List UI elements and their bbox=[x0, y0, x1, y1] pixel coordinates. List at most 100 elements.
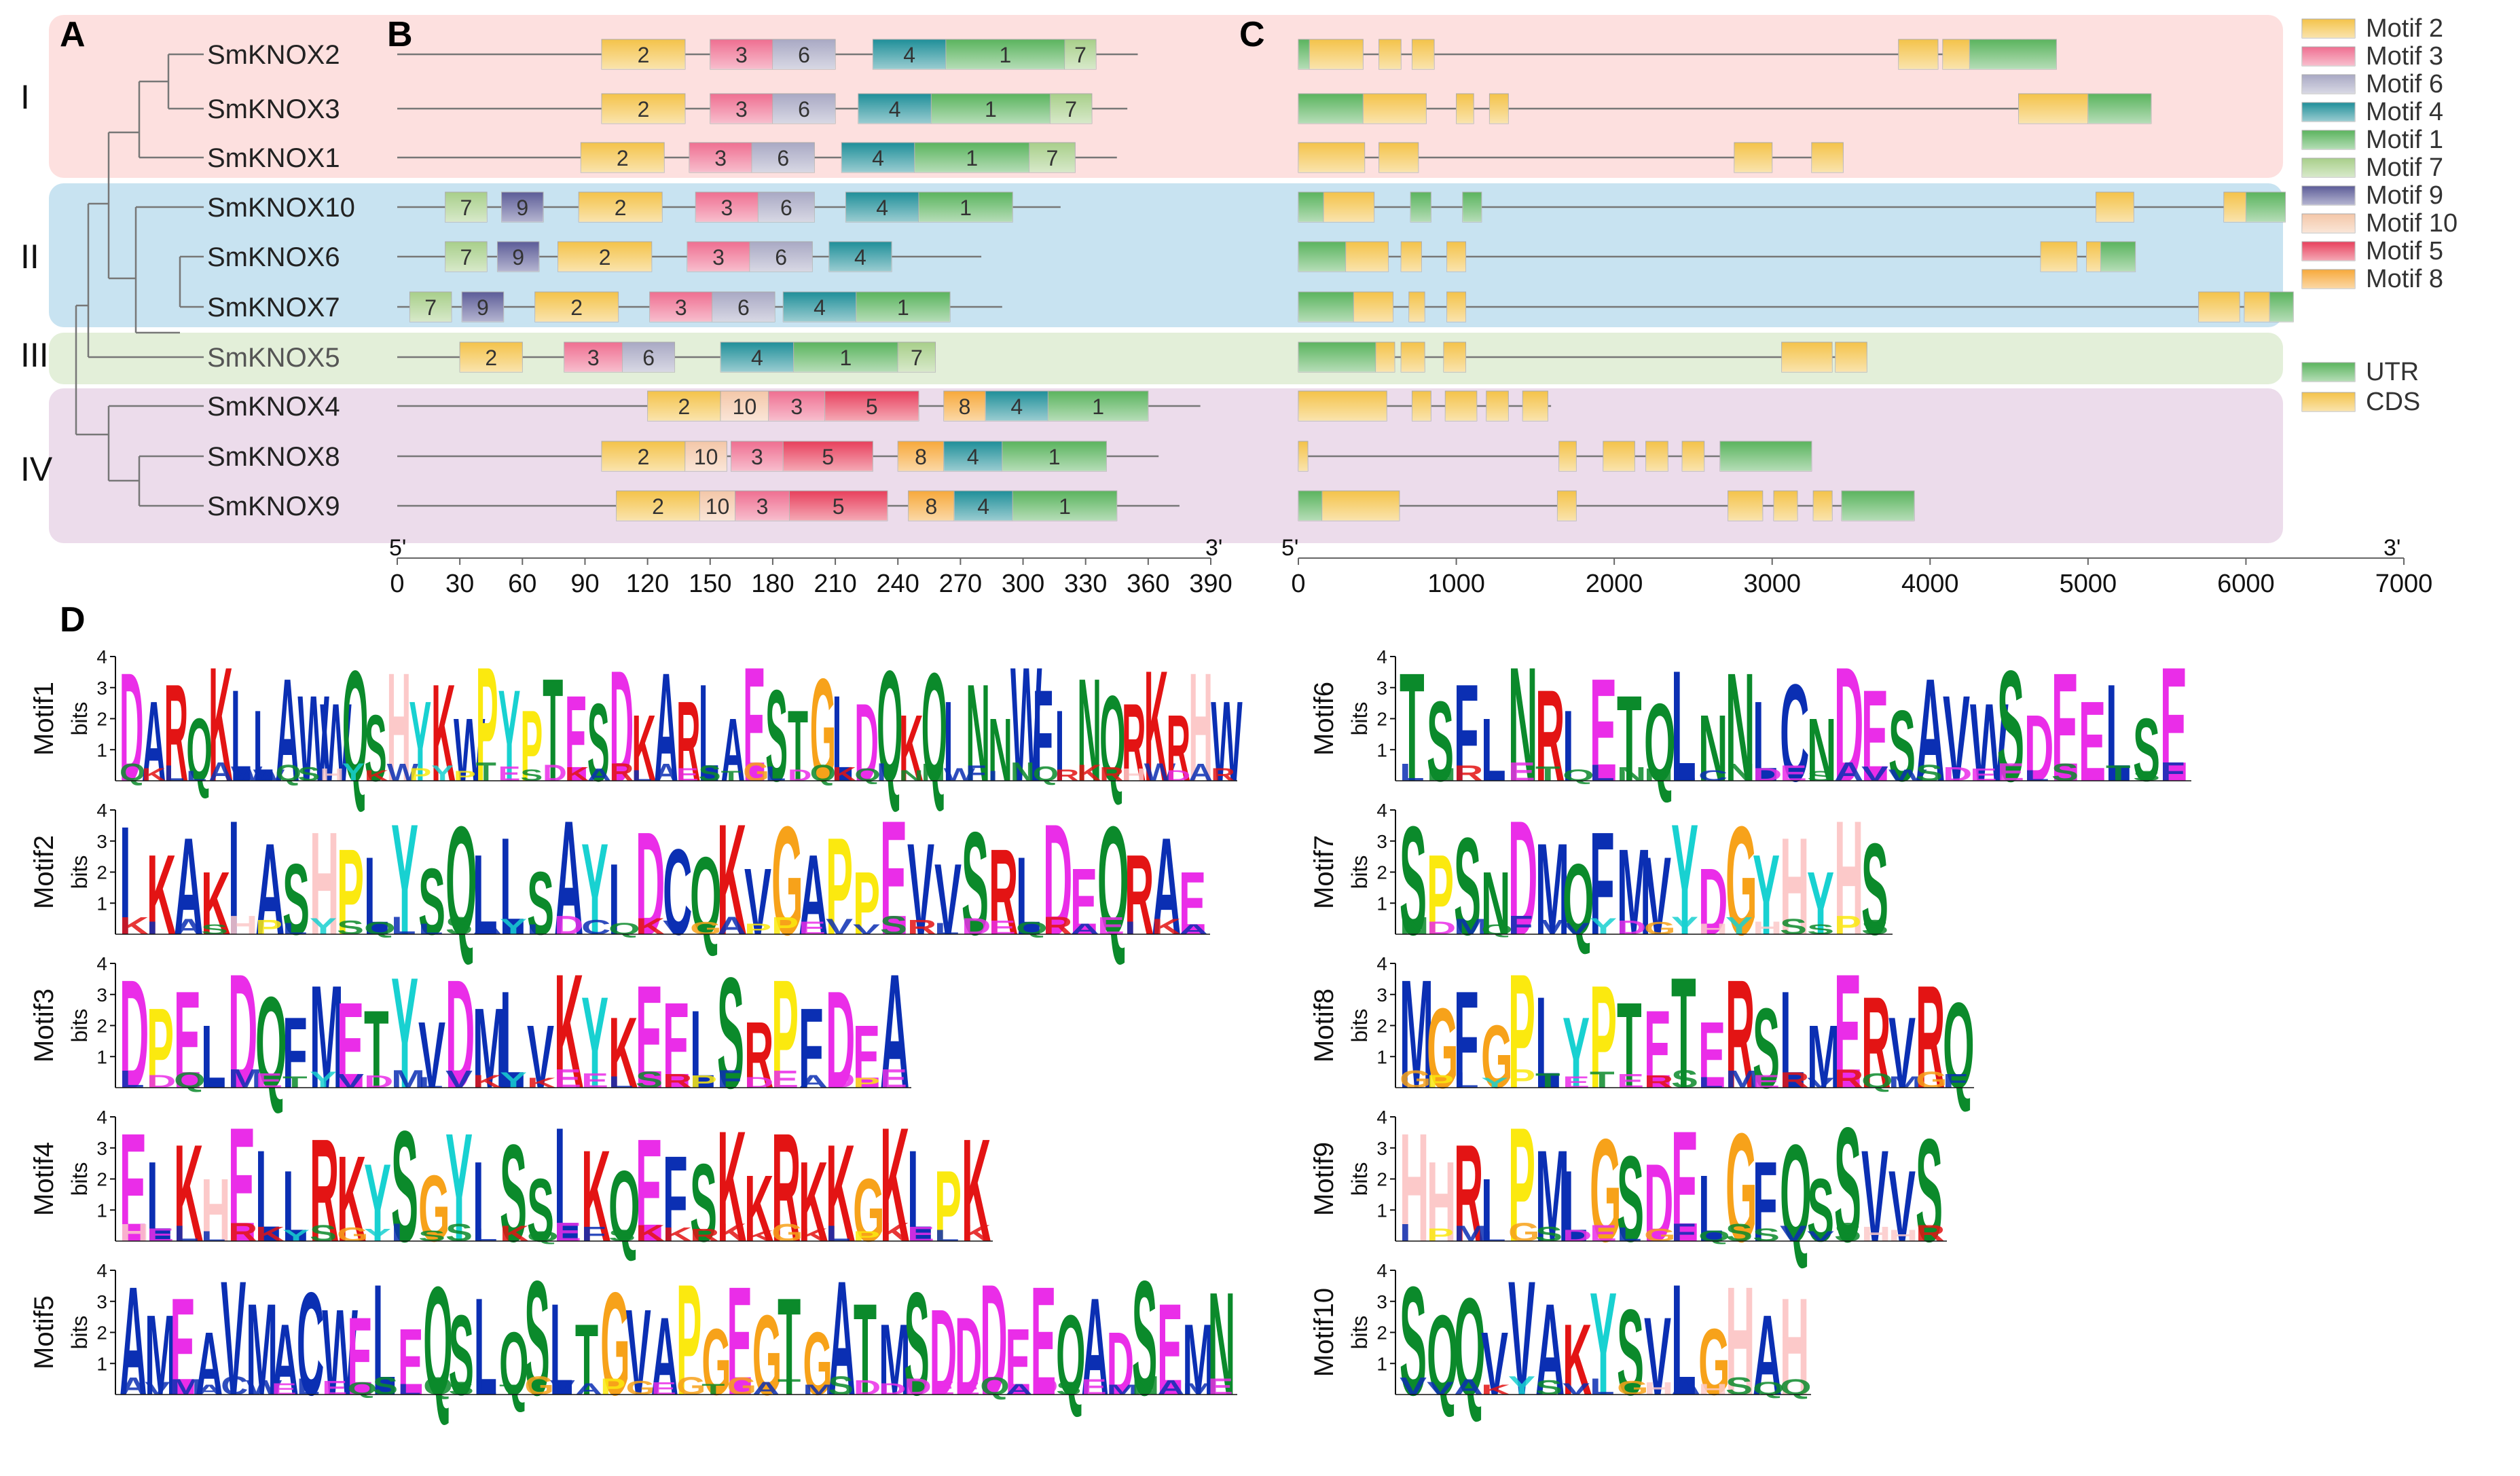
group-label: IV bbox=[20, 450, 53, 488]
logo-ytick-label: 2 bbox=[1376, 862, 1387, 883]
logo-letter: G bbox=[752, 1291, 782, 1419]
logo-letter: S bbox=[1834, 1094, 1861, 1276]
axis-c-tick-label: 7000 bbox=[2375, 570, 2433, 598]
logo-letter: A bbox=[120, 1255, 147, 1428]
logo-letter: W bbox=[454, 701, 486, 800]
motif-box-shade bbox=[1064, 39, 1097, 69]
motif-number: 6 bbox=[642, 346, 655, 370]
logo-letter: L bbox=[833, 671, 853, 808]
logo-letter: L bbox=[1563, 1150, 1588, 1263]
logo-letter: F bbox=[1454, 962, 1479, 1117]
logo-letter-minor: D bbox=[904, 1373, 931, 1400]
logo-letter: S bbox=[1861, 817, 1888, 963]
logo-letter-minor: S bbox=[1807, 768, 1834, 784]
axis-c-5prime: 5' bbox=[1281, 535, 1298, 561]
logo-letter-minor: K bbox=[500, 1221, 529, 1247]
logo-letter-minor: Y bbox=[342, 758, 365, 787]
logo-letter: G bbox=[803, 1313, 832, 1414]
logo-letter: E bbox=[1671, 1099, 1698, 1275]
logo-letter: L bbox=[500, 962, 525, 1117]
motif-number: 3 bbox=[720, 196, 733, 220]
motif-number: 2 bbox=[617, 146, 629, 170]
logo-letter-minor: E bbox=[147, 1225, 174, 1245]
logo-letter: V bbox=[625, 1285, 651, 1421]
group-label: I bbox=[20, 78, 30, 116]
motif-box-shade bbox=[462, 292, 504, 322]
logo-title: Motif9 bbox=[1309, 1142, 1339, 1216]
logo-letter-minor: D bbox=[1617, 917, 1646, 938]
logo-letter-minor: K bbox=[962, 1221, 991, 1247]
logo-letter: G bbox=[771, 795, 803, 967]
logo-letter: H bbox=[310, 801, 339, 966]
logo-letter: M bbox=[145, 1291, 177, 1419]
logo-letter: I bbox=[473, 1138, 484, 1266]
motif-box-shade bbox=[581, 143, 665, 172]
logo-letter: N bbox=[1698, 695, 1728, 801]
logo-letter: V bbox=[1888, 1150, 1916, 1263]
logo-letter-minor: G bbox=[1644, 918, 1676, 938]
logo-letter: P bbox=[934, 1150, 962, 1263]
logo-letter-minor: L bbox=[174, 1221, 199, 1247]
motif-number: 9 bbox=[512, 245, 524, 270]
logo-ylabel: bits bbox=[67, 1316, 92, 1350]
logo-ytick-label: 4 bbox=[96, 646, 107, 667]
logo-letter: G bbox=[600, 1261, 629, 1426]
logo-letter: H bbox=[1780, 809, 1809, 963]
logo-letter: G bbox=[1590, 1108, 1622, 1273]
logo-letter-minor: L bbox=[186, 769, 206, 784]
logo-letter: E bbox=[1861, 663, 1888, 809]
logo-letter: Q bbox=[608, 1150, 640, 1263]
legend-swatch-shade bbox=[2302, 214, 2355, 233]
axis-b-tick-label: 240 bbox=[877, 570, 919, 598]
motif-box-shade bbox=[602, 441, 685, 471]
logo-letter: E bbox=[2079, 678, 2106, 805]
logo-letter: D bbox=[854, 680, 879, 805]
logo-letter-minor: E bbox=[1590, 1221, 1617, 1247]
logo-letter-minor: I bbox=[391, 1218, 403, 1247]
motif-box-shade bbox=[720, 391, 769, 421]
exon-shade bbox=[2223, 192, 2246, 222]
legend-swatch-shade bbox=[2302, 270, 2355, 289]
logo-letter: P bbox=[147, 984, 174, 1112]
logo-letter: A bbox=[255, 817, 285, 963]
logo-letter-minor: L bbox=[1454, 1068, 1479, 1093]
motif-box-shade bbox=[898, 441, 944, 471]
legend-label: Motif 10 bbox=[2366, 209, 2458, 238]
logo-letter: E bbox=[1644, 988, 1671, 1112]
axis-b-5prime: 5' bbox=[389, 535, 406, 561]
logo-letter-minor: R bbox=[1099, 763, 1124, 786]
logo-letter-minor: R bbox=[1454, 761, 1483, 786]
logo-letter: A bbox=[1753, 1291, 1782, 1419]
logo-ytick-label: 4 bbox=[1376, 646, 1387, 667]
logo-letter-minor: D bbox=[854, 1376, 881, 1399]
logo-letter: C bbox=[1780, 655, 1809, 810]
logo-letter-minor: L bbox=[632, 767, 652, 784]
logo-letter: D bbox=[445, 948, 475, 1121]
logo-letter-minor: D bbox=[788, 767, 812, 785]
logo-letter: S bbox=[717, 945, 744, 1122]
logo-letter: Q bbox=[1097, 795, 1129, 967]
logo-letter-minor: F bbox=[581, 1223, 606, 1246]
logo-letter-minor: H bbox=[120, 1219, 149, 1247]
motif-number: 7 bbox=[460, 245, 472, 270]
logo-letter: V bbox=[907, 817, 934, 963]
motif-box-shade bbox=[699, 491, 735, 521]
motif-number: 3 bbox=[735, 97, 748, 122]
logo-letter-minor: A bbox=[1157, 1376, 1184, 1399]
axis-c-tick-label: 2000 bbox=[1586, 570, 1643, 598]
panel-label-d: D bbox=[60, 600, 86, 640]
logo-letter-minor: D bbox=[1031, 1373, 1058, 1401]
motif-number: 9 bbox=[516, 196, 528, 220]
logo-letter-minor: S bbox=[1056, 1378, 1081, 1399]
logo-letter: Q bbox=[499, 1313, 528, 1414]
logo-letter-minor: L bbox=[826, 1221, 851, 1247]
logo-ylabel: bits bbox=[67, 1009, 92, 1043]
gene-name-smknox4: SmKNOX4 bbox=[207, 392, 340, 422]
logo-letter-minor: K bbox=[717, 1218, 746, 1247]
motif-box-shade bbox=[856, 292, 951, 322]
motif-box-shade bbox=[710, 39, 773, 69]
logo-ytick-label: 3 bbox=[1376, 831, 1387, 852]
logo-letter-minor: Y bbox=[1590, 914, 1617, 940]
axis-b-tick-label: 150 bbox=[689, 570, 731, 598]
logo-letter: K bbox=[717, 1099, 746, 1275]
